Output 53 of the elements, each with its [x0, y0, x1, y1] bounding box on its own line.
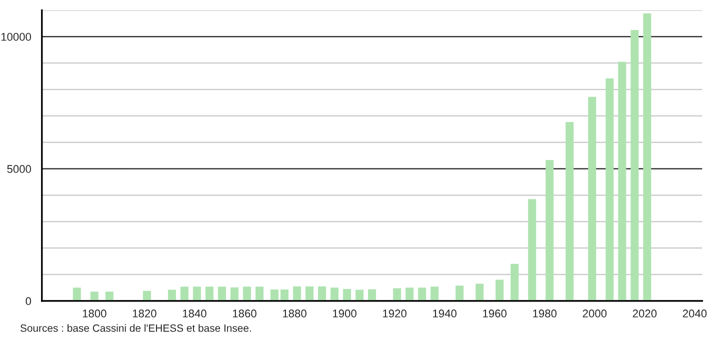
bar	[356, 290, 364, 301]
x-tick-label: 1980	[533, 310, 557, 318]
bar	[476, 284, 484, 301]
bar	[242, 286, 251, 301]
x-tick-label: 1820	[132, 310, 156, 318]
x-tick-label: 2000	[582, 310, 607, 318]
bar	[318, 286, 326, 301]
bar	[630, 30, 639, 301]
x-tick-label: 2020	[632, 310, 657, 318]
bar	[528, 199, 536, 301]
x-tick-label: 1840	[182, 310, 206, 318]
bar	[510, 264, 519, 301]
bar	[270, 290, 278, 301]
bar	[90, 292, 98, 301]
bar	[72, 288, 81, 301]
bar	[546, 160, 554, 301]
bar	[496, 280, 504, 301]
bar	[218, 286, 226, 301]
bar	[306, 286, 314, 301]
bar	[588, 96, 596, 301]
y-tick-label: 5000	[7, 165, 32, 173]
bar	[393, 288, 402, 301]
bar	[566, 122, 574, 301]
x-tick-label: 1960	[483, 310, 507, 318]
bar	[368, 289, 376, 301]
bar	[293, 286, 302, 301]
bar	[406, 288, 414, 301]
y-tick-label: 10000	[1, 32, 32, 41]
bar	[343, 289, 352, 301]
bar	[430, 286, 439, 301]
y-tick-label: 0	[26, 297, 32, 306]
x-tick-label: 1880	[282, 310, 306, 318]
x-tick-label: 1860	[232, 310, 256, 318]
x-tick-label: 1920	[383, 310, 406, 318]
bar	[330, 288, 339, 301]
bar	[255, 286, 264, 301]
source-note: Sources : base Cassini de l'EHESS et base Insee.	[20, 324, 251, 332]
bar	[180, 286, 188, 301]
x-tick-label: 1940	[433, 310, 456, 318]
bar	[456, 286, 464, 301]
bar	[643, 13, 652, 301]
bar	[205, 286, 214, 301]
bar	[280, 290, 288, 301]
x-tick-label: 1900	[333, 310, 356, 318]
bar	[168, 290, 176, 301]
bar	[105, 292, 114, 301]
bar	[618, 62, 626, 301]
bar	[418, 288, 426, 301]
bar	[606, 78, 614, 301]
bar	[230, 287, 238, 301]
x-tick-label: 1800	[82, 310, 106, 318]
x-tick-label: 2040	[682, 310, 707, 318]
bar	[192, 286, 201, 301]
